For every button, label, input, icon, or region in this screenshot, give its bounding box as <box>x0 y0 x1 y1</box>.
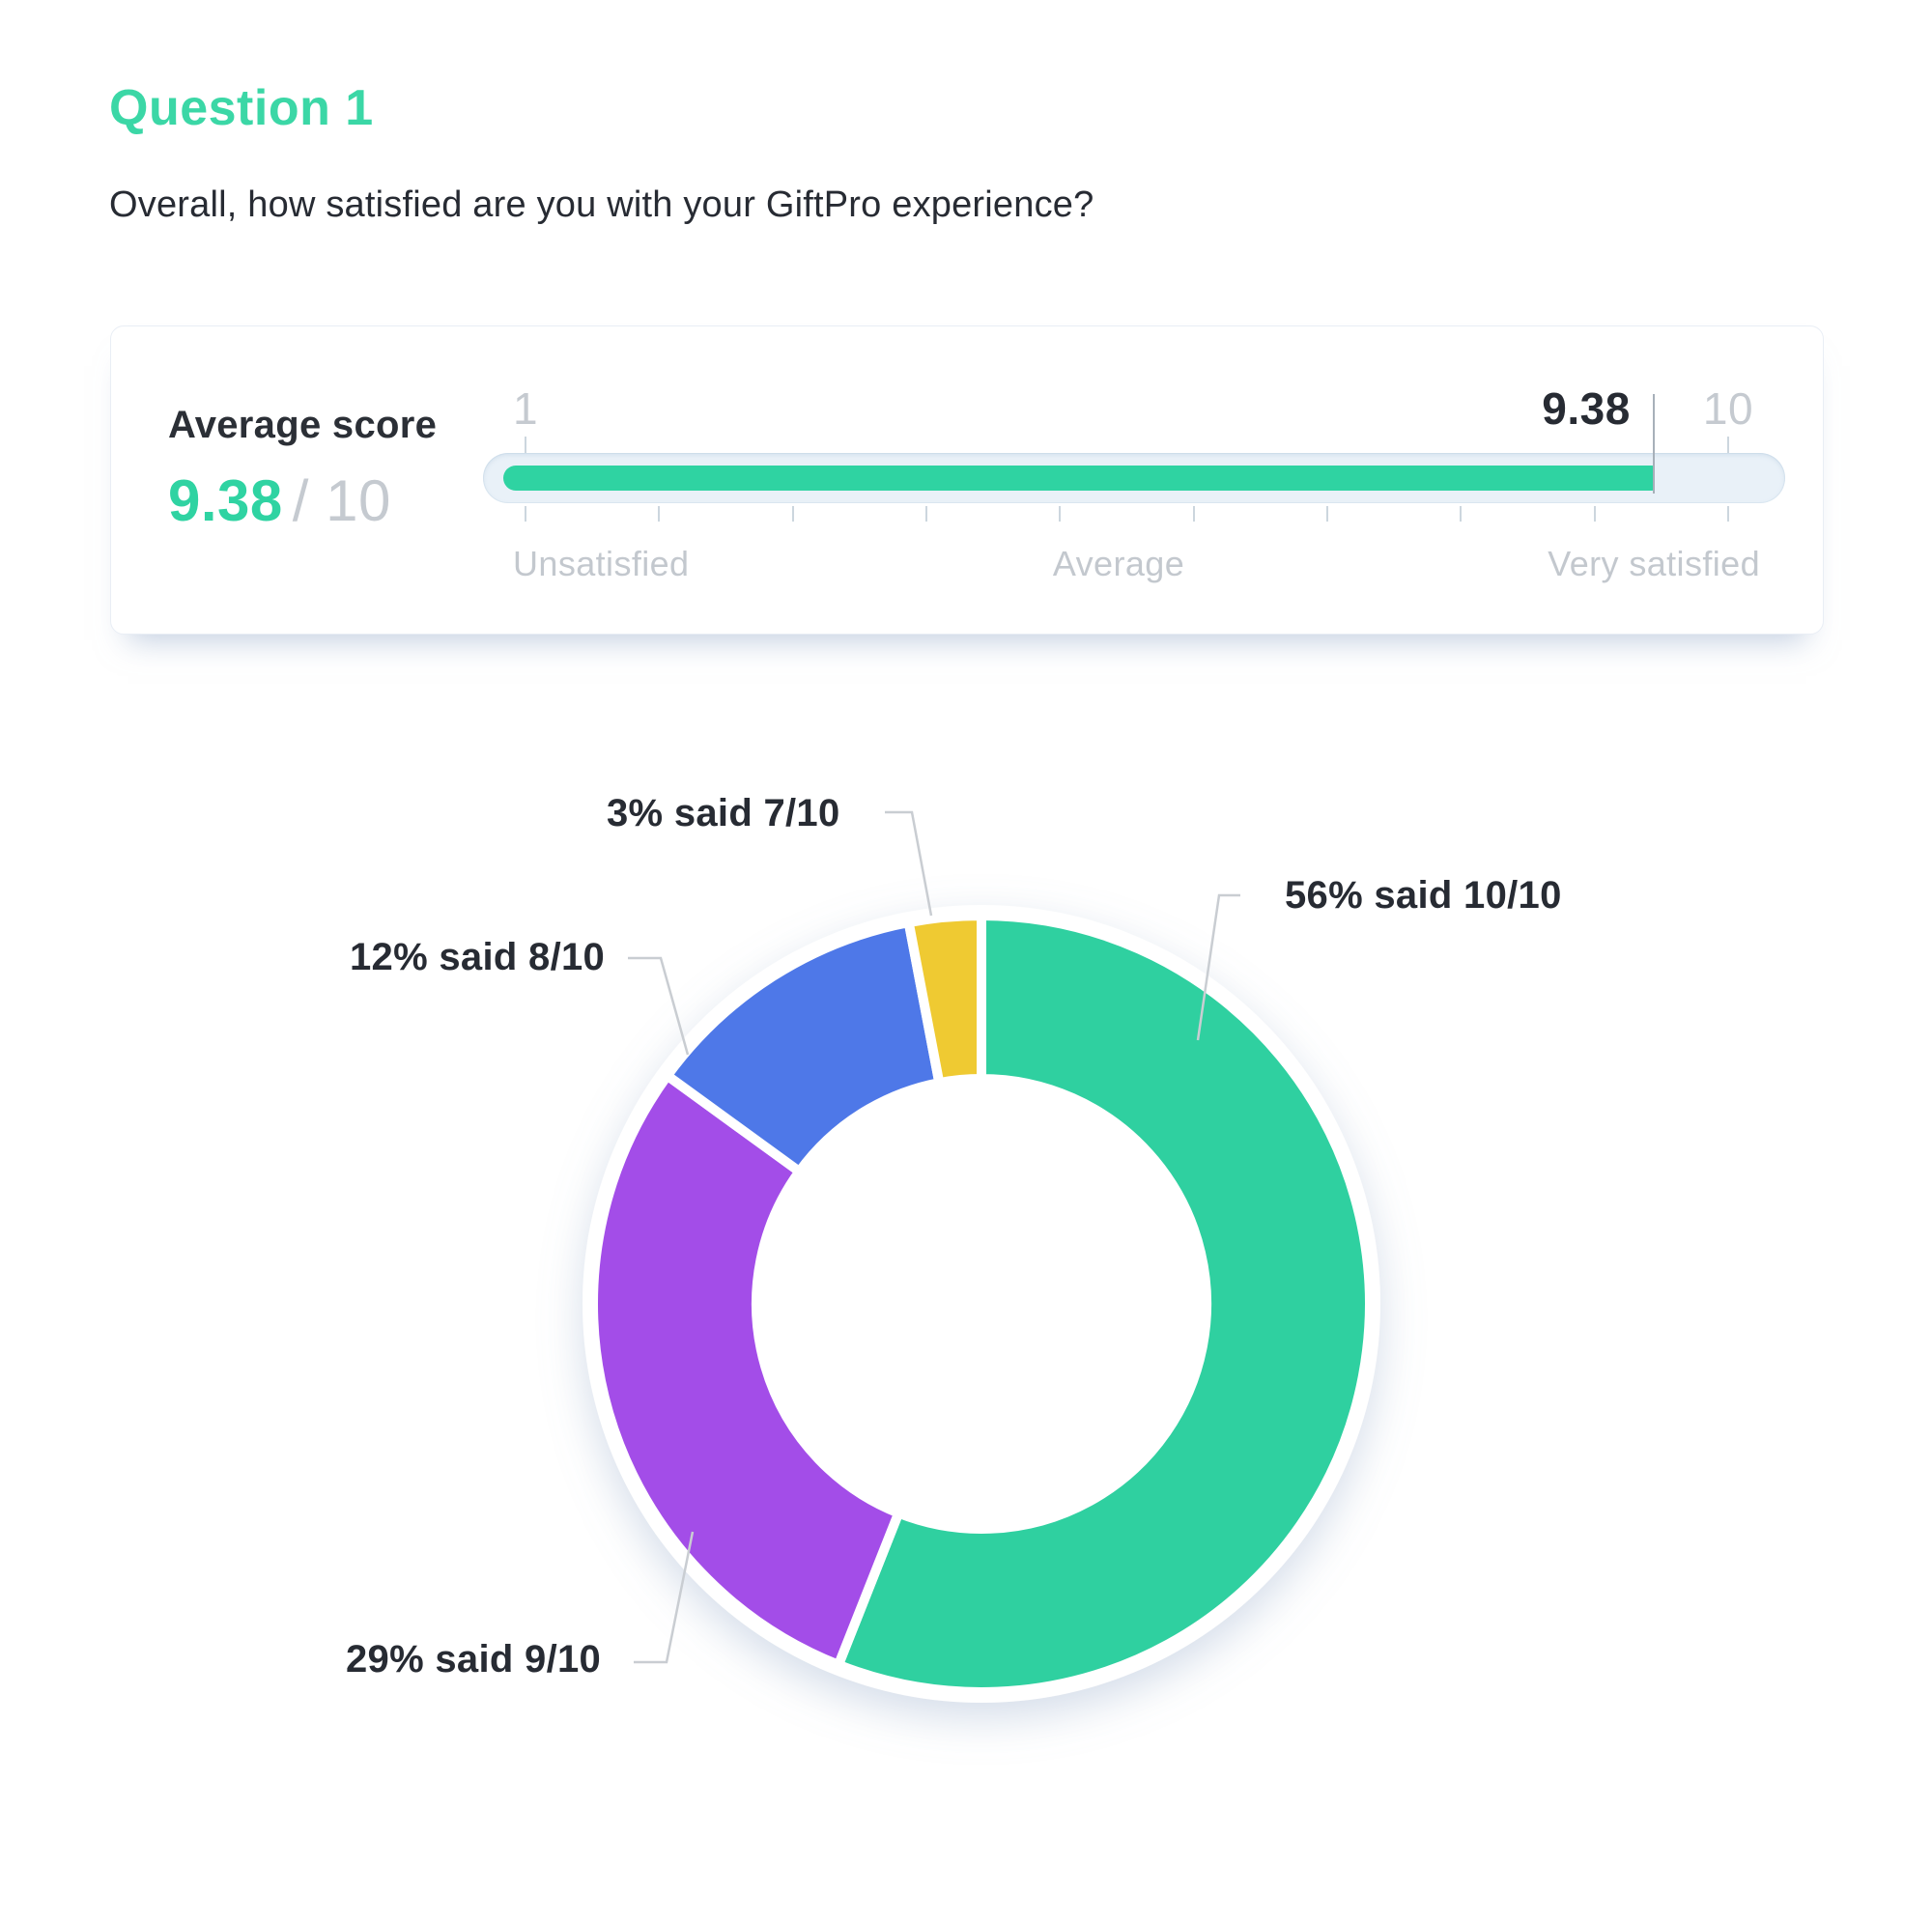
gauge-track <box>483 453 1785 503</box>
donut-leader-line <box>885 810 933 917</box>
average-score-value: 9.38 <box>168 468 283 533</box>
donut-leader-line <box>1196 893 1240 1041</box>
donut-callout-56-said-10: 56% said 10/10 <box>1285 874 1562 917</box>
page-title: Question 1 <box>109 80 374 136</box>
question-text: Overall, how satisfied are you with your… <box>109 184 1094 225</box>
donut-segment-9-10 <box>588 1070 904 1670</box>
gauge-tick <box>1059 506 1062 522</box>
gauge-endpoint-tick <box>1727 437 1729 453</box>
donut-callout-29-said-9: 29% said 9/10 <box>346 1638 602 1681</box>
donut-leader-line <box>634 1531 695 1664</box>
donut-leader-line <box>628 956 690 1056</box>
average-score-label: Average score <box>168 404 438 446</box>
gauge-min-label: 1 <box>512 383 539 434</box>
gauge-tick <box>1727 506 1729 522</box>
donut-segment-8-10 <box>662 918 945 1176</box>
gauge-axis-label-unsatisfied: Unsatisfied <box>513 544 690 583</box>
gauge-axis-label-average: Average <box>1052 544 1185 583</box>
gauge-value-marker <box>1652 394 1655 494</box>
gauge-value-label: 9.38 <box>1542 383 1631 434</box>
average-score-readout: 9.38/ 10 <box>168 469 391 533</box>
gauge-tick <box>1192 506 1195 522</box>
gauge-axis-label-very-satisfied: Very satisfied <box>1548 544 1760 583</box>
donut-segment-7-10 <box>903 910 986 1088</box>
average-score-max: / 10 <box>292 468 391 533</box>
gauge-fill <box>503 466 1654 491</box>
gauge-tick <box>1326 506 1328 522</box>
gauge-tick <box>791 506 794 522</box>
gauge-tick <box>525 506 526 522</box>
donut-callout-12-said-8: 12% said 8/10 <box>350 936 606 978</box>
gauge-tick <box>1593 506 1596 522</box>
donut-segment-10-10 <box>834 911 1375 1697</box>
gauge-endpoint-tick <box>525 437 526 453</box>
gauge-tick <box>925 506 927 522</box>
donut-callout-3-said-7: 3% said 7/10 <box>607 792 840 834</box>
gauge-tick <box>1460 506 1463 522</box>
gauge-tick <box>658 506 661 522</box>
gauge-max-label: 10 <box>1702 383 1754 434</box>
